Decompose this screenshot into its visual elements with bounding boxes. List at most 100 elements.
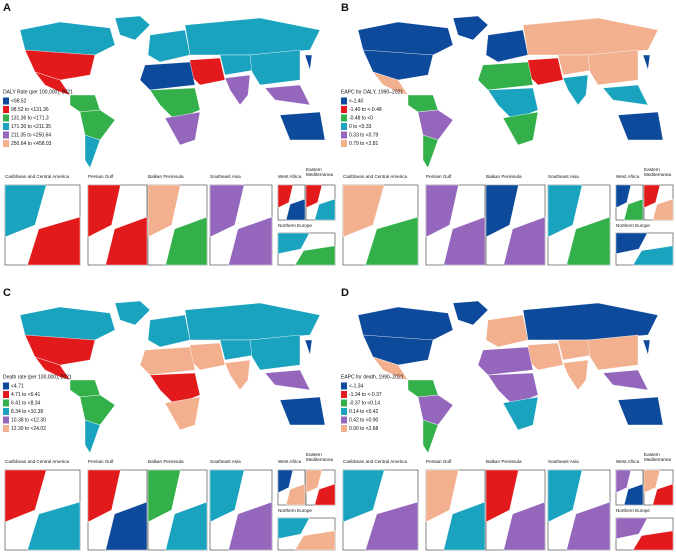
legend-swatch — [341, 408, 347, 415]
inset-region — [643, 184, 661, 209]
country-region — [114, 300, 151, 326]
country-region — [587, 334, 639, 371]
inset-region — [87, 469, 121, 523]
country-region — [249, 49, 301, 86]
country-region — [189, 57, 226, 86]
country-region — [485, 314, 529, 348]
country-region — [19, 306, 116, 341]
country-region — [249, 334, 301, 371]
country-region — [34, 356, 71, 381]
country-region — [452, 300, 489, 326]
inset-region — [547, 469, 583, 523]
inset-title: Persian Gulf — [88, 459, 114, 464]
inset-title: Southeast Asia — [548, 174, 579, 179]
legend-swatch — [341, 114, 347, 122]
legend-label: -0.37 to <0.14 — [349, 400, 380, 406]
country-region — [164, 111, 201, 146]
inset-title: Caribbean and Central America — [5, 174, 70, 179]
legend-label: 0.42 to <0.90 — [349, 417, 379, 423]
inset-region — [285, 483, 306, 506]
inset-region — [615, 232, 648, 255]
inset-region — [652, 198, 674, 221]
country-region — [617, 111, 664, 141]
legend-label: 0.14 to <0.42 — [349, 409, 379, 415]
country-region — [602, 84, 649, 106]
inset-region — [27, 216, 81, 266]
country-region — [304, 54, 313, 71]
country-region — [642, 54, 651, 71]
legend-label: <4.71 — [11, 383, 24, 389]
legend-label: <-1.40 — [349, 98, 364, 104]
inset-title: Caribbean and Central America — [343, 174, 408, 179]
country-region — [527, 342, 564, 371]
country-region — [417, 394, 454, 426]
legend-title: DALY Rate (per 100,000), 2021 — [3, 89, 73, 95]
inset-region — [147, 184, 181, 238]
panel: B EAPC for DALY, 1990–2021 <-1.40 -1.40 to … — [338, 0, 676, 275]
inset-region — [228, 216, 273, 266]
inset-region — [277, 469, 294, 494]
inset-title: Eastern Mediterranea — [644, 452, 672, 462]
country-region — [362, 334, 434, 366]
legend-label: -1.34 to <-0.37 — [349, 392, 382, 398]
inset-region — [305, 469, 323, 494]
legend-swatch — [3, 123, 9, 130]
inset-title: Balkan Peninsula — [486, 459, 522, 464]
inset-region — [566, 216, 611, 266]
legend-swatch — [341, 106, 347, 113]
country-region — [422, 134, 439, 169]
panel-label: C — [3, 287, 11, 299]
country-region — [407, 379, 439, 398]
inset-region — [503, 501, 546, 551]
inset-region — [425, 469, 459, 523]
country-region — [557, 339, 594, 361]
country-region — [139, 346, 196, 376]
inset-region — [425, 184, 459, 238]
panel-label: D — [341, 287, 349, 299]
country-region — [184, 17, 321, 56]
country-region — [372, 356, 409, 381]
country-region — [139, 61, 196, 91]
country-region — [24, 334, 96, 366]
country-region — [84, 134, 101, 169]
legend-label: 250.64 to <458.03 — [11, 141, 52, 147]
inset-region — [277, 232, 310, 255]
legend-swatch — [341, 140, 347, 147]
inset-title: Southeast Asia — [210, 459, 241, 464]
inset-title: Eastern Mediterranea — [306, 452, 334, 462]
country-region — [79, 394, 116, 426]
inset-region — [105, 216, 148, 266]
country-region — [357, 306, 454, 341]
panel-graphic: B EAPC for DALY, 1990–2021 <-1.40 -1.40 to … — [341, 2, 674, 266]
country-region — [357, 21, 454, 56]
inset-region — [443, 216, 486, 266]
inset-title: Persian Gulf — [426, 459, 452, 464]
panel-label: B — [341, 2, 349, 14]
legend-label: 171.30 to <211.35 — [11, 124, 51, 130]
inset-region — [165, 501, 208, 551]
legend-swatch — [3, 399, 9, 407]
inset-region — [342, 469, 385, 523]
legend-swatch — [3, 382, 9, 390]
panel: D EAPC for death, 1990–2021 <-1.34 -1.34 to… — [338, 285, 676, 558]
inset-region — [623, 198, 644, 221]
legend-label: <98.52 — [11, 98, 27, 104]
country-region — [184, 302, 321, 341]
country-region — [485, 29, 529, 63]
inset-region — [294, 245, 336, 266]
country-region — [164, 396, 201, 431]
inset-region — [277, 184, 294, 209]
country-region — [69, 379, 101, 398]
country-region — [24, 49, 96, 81]
inset-region — [4, 184, 47, 238]
country-region — [362, 49, 434, 81]
country-region — [617, 396, 664, 426]
country-region — [114, 15, 151, 41]
inset-title: Southeast Asia — [548, 459, 579, 464]
inset-title: Eastern Mediterranea — [306, 167, 334, 177]
inset-region — [365, 216, 419, 266]
country-region — [219, 339, 256, 361]
country-region — [602, 369, 649, 391]
inset-region — [485, 469, 519, 523]
